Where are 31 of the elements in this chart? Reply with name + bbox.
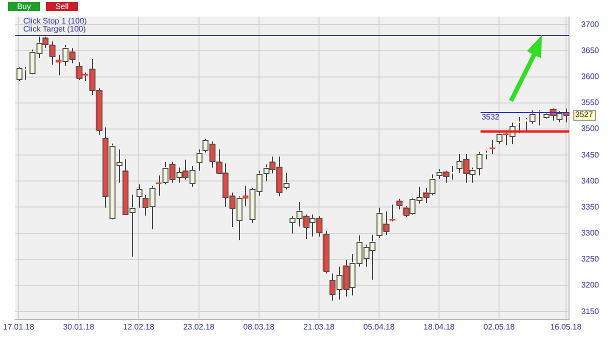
y-tick-label: 3450 <box>581 150 600 160</box>
candlestick <box>490 139 496 155</box>
y-tick-label: 3150 <box>581 306 600 316</box>
ref-line-label: 3532 <box>482 112 500 122</box>
y-tick-label: 3200 <box>581 280 600 290</box>
ref-line-label: Click Stop 1 (100) <box>23 16 88 26</box>
y-tick-label: 3250 <box>581 254 600 264</box>
text: Buy <box>8 2 40 11</box>
x-tick-label: 23.02.18 <box>183 322 215 332</box>
y-tick-label: 3700 <box>581 20 600 29</box>
annotation: Click Target (100) <box>23 24 86 34</box>
x-tick-label: 21.03.18 <box>303 322 336 332</box>
x-tick-label: 08.03.18 <box>243 322 275 332</box>
y-tick-label: 3300 <box>581 228 600 238</box>
x-tick-label: 18.04.18 <box>423 322 456 332</box>
x-tick-label: 02.05.18 <box>484 322 516 332</box>
y-tick-label: 3550 <box>581 98 600 108</box>
x-tick-label: 30.01.18 <box>63 322 95 332</box>
y-tick-label: 3650 <box>581 46 600 55</box>
x-tick-label: 12.02.18 <box>123 322 155 332</box>
y-tick-label: 3400 <box>581 176 600 186</box>
candlestick <box>242 185 248 207</box>
y-tick-label: 3600 <box>581 72 600 81</box>
y-tick-label: 3500 <box>581 124 600 134</box>
x-tick-label: 17.01.18 <box>3 322 35 332</box>
text: Sell <box>46 2 78 11</box>
y-tick-label: 3350 <box>581 202 600 212</box>
x-tick-label: 05.04.18 <box>363 322 396 332</box>
x-tick-label: 16.05.18 <box>550 322 582 332</box>
text: 3527 <box>575 110 594 120</box>
candlestick <box>522 118 529 132</box>
